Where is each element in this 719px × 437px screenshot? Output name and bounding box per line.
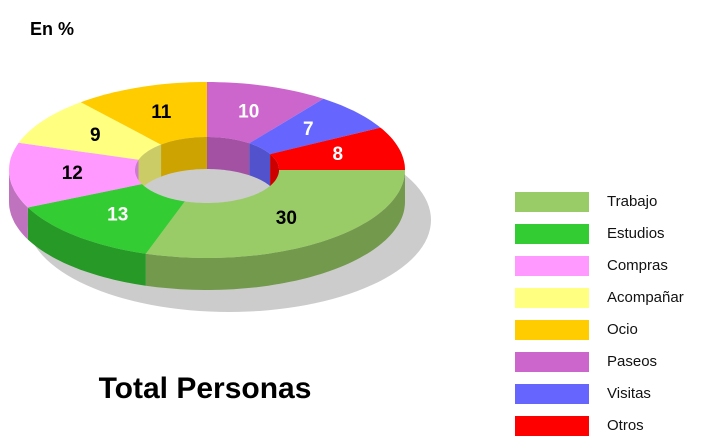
- slice: [207, 82, 324, 144]
- value-label: 8: [332, 144, 343, 165]
- slice: [18, 102, 162, 160]
- slice-inner-wall: [249, 143, 271, 187]
- legend-label: Otros: [607, 417, 644, 434]
- legend-swatch: [515, 416, 589, 436]
- legend-swatch: [515, 320, 589, 340]
- slice-outer-wall: [27, 207, 146, 286]
- slice: [80, 82, 207, 145]
- chart-title: Total Personas: [99, 372, 312, 405]
- value-label: 7: [303, 119, 314, 140]
- slice-outer-wall: [145, 170, 406, 290]
- legend-swatch: [515, 288, 589, 308]
- legend-swatch: [515, 384, 589, 404]
- value-label: 30: [276, 208, 297, 229]
- value-label: 11: [151, 102, 172, 123]
- legend-label: Visitas: [607, 385, 651, 402]
- legend-label: Ocio: [607, 321, 638, 338]
- legend-swatch: [515, 352, 589, 372]
- slice: [249, 98, 381, 155]
- legend-swatch: [515, 192, 589, 212]
- slice: [9, 142, 142, 208]
- legend-label: Estudios: [607, 225, 665, 242]
- legend-swatch: [515, 256, 589, 276]
- slice: [27, 184, 185, 254]
- slice-outer-wall: [9, 170, 28, 240]
- slice-inner-wall: [138, 144, 162, 192]
- slice: [145, 170, 406, 258]
- value-label: 9: [90, 125, 101, 146]
- subtitle: En %: [30, 19, 74, 39]
- legend-swatch: [515, 224, 589, 244]
- slice-tops: [9, 82, 406, 258]
- value-label: 10: [238, 101, 259, 122]
- legend-label: Trabajo: [607, 193, 657, 210]
- value-label: 12: [62, 163, 83, 184]
- value-labels: 30 13 12 9 11 10 78: [62, 101, 343, 228]
- legend-label: Acompañar: [607, 289, 684, 306]
- outer-walls: [9, 170, 406, 290]
- legend-label: Compras: [607, 257, 668, 274]
- slice-inner-wall: [207, 137, 250, 176]
- slice: [270, 127, 405, 170]
- slice-inner-wall: [161, 137, 207, 177]
- inner-walls: [135, 137, 279, 202]
- value-label: 13: [107, 204, 128, 225]
- legend-label: Paseos: [607, 353, 657, 370]
